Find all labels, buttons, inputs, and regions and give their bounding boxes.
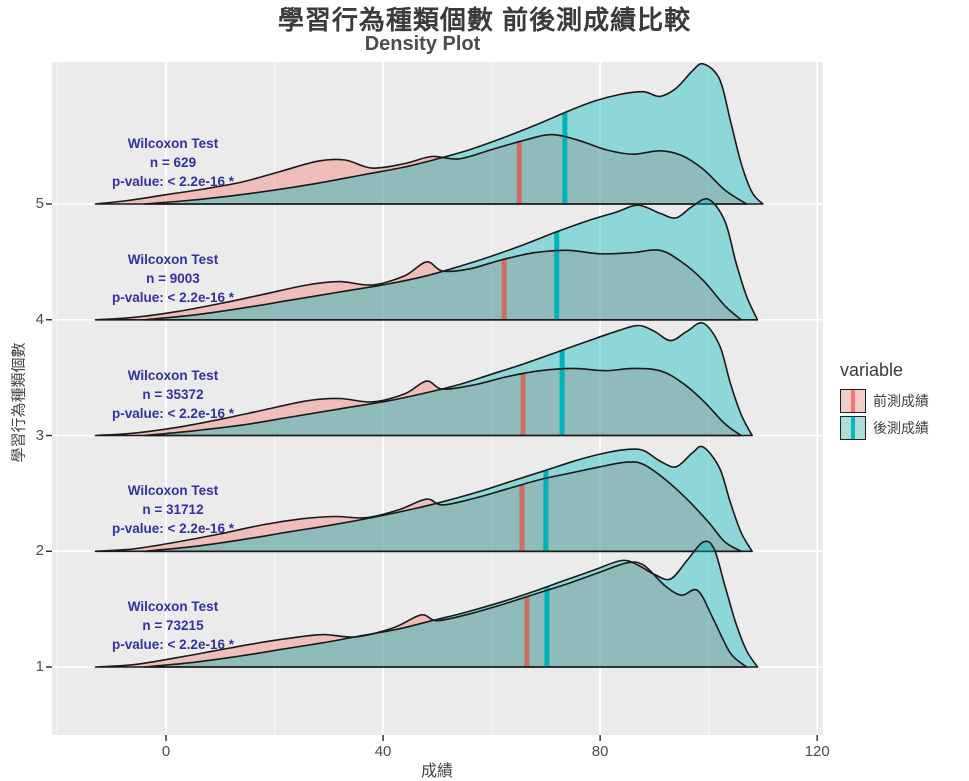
legend-title: variable (840, 360, 904, 380)
annotation-line: Wilcoxon Test (127, 136, 219, 151)
pretest-density-area (95, 368, 742, 436)
posttest-density-outline (143, 445, 753, 553)
annotation-line: n = 9003 (146, 270, 200, 286)
pretest-density-area (95, 562, 747, 667)
pretest-density-area (95, 134, 747, 204)
y-tick-label: 4 (35, 310, 44, 328)
pretest-density-outline (94, 561, 748, 668)
y-tick-label: 1 (35, 658, 44, 675)
x-tick-label: 40 (374, 743, 392, 760)
y-tick-label: 3 (35, 426, 44, 444)
x-tick-label: 120 (804, 743, 830, 760)
annotation-line: n = 31712 (142, 502, 204, 518)
y-axis-title: 學習行為種類個數 (10, 342, 28, 463)
annotation-line: n = 35372 (142, 386, 204, 402)
annotation-line: p-value: < 2.2e-16 * (112, 521, 234, 537)
pretest-swatch-icon (840, 389, 866, 413)
posttest-density-area (144, 541, 758, 667)
y-tick-label: 2 (35, 542, 44, 560)
chart-subtitle: Density Plot (364, 33, 481, 55)
wilcoxon-annotation: Wilcoxon Test n = 31712 p-value: < 2.2e-16… (58, 481, 288, 538)
annotation-line: Wilcoxon Test (127, 367, 219, 383)
panel-background (52, 62, 823, 735)
posttest-density-area (144, 198, 758, 320)
legend-label-pretest: 前測成績 (873, 393, 929, 409)
pretest-density-outline (94, 249, 742, 321)
wilcoxon-annotation: Wilcoxon Test n = 9003 p-value: < 2.2e-16 … (58, 250, 288, 307)
pretest-density-area (95, 461, 742, 552)
annotation-line: Wilcoxon Test (127, 251, 219, 267)
legend: variable 前測成績 後測成績 (840, 360, 929, 443)
annotation-line: p-value: < 2.2e-16 * (112, 405, 234, 421)
legend-label-posttest: 後測成績 (873, 420, 929, 436)
wilcoxon-annotation: Wilcoxon Test n = 73215 p-value: < 2.2e-16… (58, 597, 288, 654)
posttest-swatch-icon (840, 416, 866, 440)
annotation-line: p-value: < 2.2e-16 * (112, 174, 234, 189)
pretest-density-outline (94, 461, 742, 553)
pretest-density-outline (94, 367, 742, 437)
posttest-density-outline (143, 198, 759, 321)
annotation-line: n = 629 (149, 155, 197, 170)
x-tick-label: 0 (161, 743, 171, 760)
posttest-density-outline (143, 540, 759, 668)
annotation-line: n = 73215 (142, 618, 204, 633)
annotation-line: p-value: < 2.2e-16 * (112, 637, 234, 652)
posttest-density-area (144, 446, 753, 552)
wilcoxon-annotation: Wilcoxon Test n = 629 p-value: < 2.2e-16 * (58, 134, 288, 191)
annotation-line: Wilcoxon Test (127, 599, 219, 614)
chart-title: 學習行為種類個數 前後測成績比較 (277, 5, 692, 35)
legend-entry-posttest: 後測成績 (840, 416, 929, 440)
annotation-line: Wilcoxon Test (127, 483, 219, 499)
posttest-density-area (144, 63, 763, 205)
x-tick-label: 80 (591, 743, 609, 760)
posttest-density-outline (143, 321, 753, 437)
y-tick-label: 5 (35, 195, 44, 212)
posttest-density-outline (143, 62, 764, 205)
pretest-density-outline (94, 133, 748, 205)
x-axis-title: 成績 (420, 763, 453, 780)
wilcoxon-annotation: Wilcoxon Test n = 35372 p-value: < 2.2e-16… (58, 366, 288, 423)
posttest-density-area (144, 322, 753, 436)
pretest-density-area (95, 249, 742, 320)
legend-entry-pretest: 前測成績 (840, 389, 929, 413)
annotation-line: p-value: < 2.2e-16 * (112, 289, 234, 305)
